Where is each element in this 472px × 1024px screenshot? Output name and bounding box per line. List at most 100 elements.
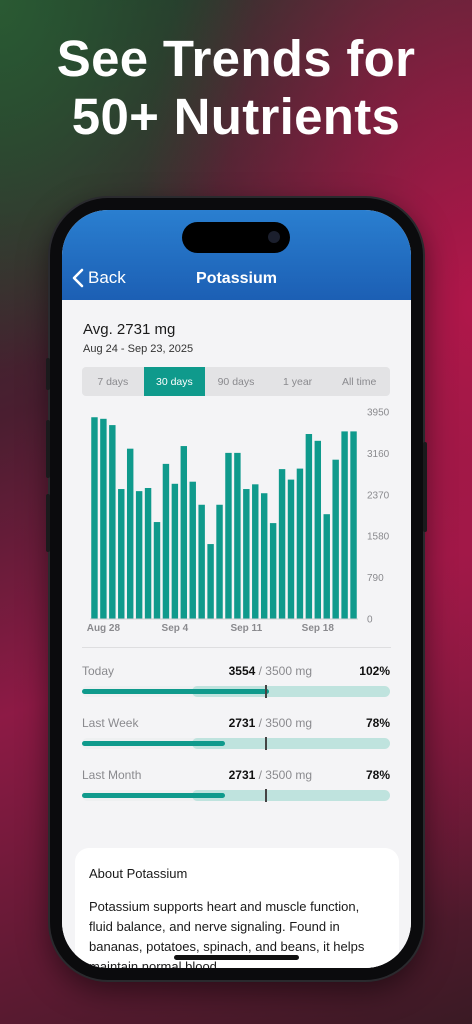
progress-label: Today: [82, 664, 115, 678]
chart-bar[interactable]: [100, 418, 107, 619]
headline-line-2: 50+ Nutrients: [71, 88, 401, 145]
progress-value: 2731 / 3500 mg: [229, 768, 312, 782]
progress-amount: 3554: [228, 664, 256, 678]
progress-track: [82, 789, 390, 802]
progress-target-marker: [265, 685, 267, 698]
y-tick-label: 2370: [367, 490, 390, 501]
x-tick-label: Aug 28: [87, 623, 121, 634]
progress-row-today: Today 3554 / 3500 mg 102%: [82, 664, 390, 704]
chart-bar[interactable]: [135, 491, 143, 619]
chart-bar[interactable]: [225, 452, 232, 619]
chart-bar[interactable]: [332, 459, 339, 619]
progress-amount: 2731: [228, 716, 256, 730]
range-tab-all-time[interactable]: All time: [341, 375, 377, 388]
volume-down-button: [46, 494, 50, 552]
chart-bar[interactable]: [296, 468, 304, 619]
progress-percent: 78%: [365, 716, 390, 730]
progress-target-marker: [265, 789, 267, 802]
chart-bar[interactable]: [234, 452, 241, 619]
chart-bar[interactable]: [180, 446, 188, 619]
progress-fill: [82, 741, 225, 746]
chart-bar[interactable]: [109, 425, 116, 619]
chart-bar[interactable]: [323, 514, 330, 619]
y-tick-label: 3950: [367, 408, 390, 419]
progress-fill: [82, 689, 269, 694]
chart-bar[interactable]: [305, 434, 313, 619]
chart-bar[interactable]: [189, 481, 196, 619]
chart-bar[interactable]: [198, 504, 205, 619]
about-title: About Potassium: [89, 866, 188, 881]
range-tab-90-days[interactable]: 90 days: [217, 375, 255, 388]
chart-bar[interactable]: [126, 448, 134, 619]
about-card: About Potassium Potassium supports heart…: [75, 848, 399, 968]
date-range: Aug 24 - Sep 23, 2025: [83, 343, 194, 355]
phone-frame: Back Potassium Avg. 2731 mg Aug 24 - Sep…: [46, 198, 427, 980]
chart-bar[interactable]: [260, 493, 268, 619]
range-tab-7-days[interactable]: 7 days: [97, 375, 129, 388]
range-selector: 7 days 30 days 90 days 1 year All time: [82, 367, 390, 396]
progress-value: 3554 / 3500 mg: [229, 664, 312, 678]
x-tick-label: Sep 4: [162, 623, 189, 634]
dynamic-island: [182, 222, 290, 253]
phone-screen: Back Potassium Avg. 2731 mg Aug 24 - Sep…: [62, 210, 411, 968]
home-indicator[interactable]: [174, 955, 299, 960]
progress-target: / 3500 mg: [255, 716, 312, 730]
progress-target-zone: [192, 790, 390, 801]
chevron-left-icon: [72, 268, 84, 288]
chart-bar[interactable]: [207, 544, 214, 619]
camera-icon: [268, 231, 280, 243]
progress-amount: 2731: [228, 768, 256, 782]
chart-bar[interactable]: [252, 484, 259, 619]
progress-label: Last Month: [82, 768, 142, 782]
progress-target: / 3500 mg: [255, 664, 312, 678]
potassium-bar-chart: 3950 3160 2370 1580 790 0 Aug 28 Sep 4 Sep 11 Sep…: [87, 408, 390, 635]
progress-track: [82, 737, 390, 750]
back-label: Back: [88, 268, 126, 287]
average-value: Avg. 2731 mg: [83, 321, 176, 338]
chart-bar[interactable]: [216, 504, 223, 619]
progress-label: Last Week: [82, 716, 139, 730]
progress-percent: 78%: [365, 768, 390, 782]
progress-target-zone: [192, 738, 390, 749]
chart-bar[interactable]: [153, 522, 161, 619]
chart-bar[interactable]: [314, 440, 322, 619]
divider: [82, 647, 391, 648]
action-button: [46, 358, 50, 390]
y-tick-label: 0: [367, 615, 373, 626]
y-tick-label: 790: [367, 573, 384, 584]
chart-bar[interactable]: [144, 487, 152, 619]
progress-row-last-month: Last Month 2731 / 3500 mg 78%: [82, 768, 390, 808]
chart-bar[interactable]: [278, 469, 286, 619]
y-tick-label: 1580: [367, 532, 390, 543]
chart-bar[interactable]: [171, 483, 179, 619]
x-tick-label: Sep 18: [302, 623, 335, 634]
nav-header: Back Potassium: [62, 210, 411, 300]
power-button: [423, 442, 427, 532]
y-tick-label: 3160: [367, 449, 390, 460]
chart-bar[interactable]: [162, 463, 170, 619]
range-tab-30-days[interactable]: 30 days: [143, 367, 206, 396]
chart-bar[interactable]: [269, 523, 277, 619]
chart-bar[interactable]: [243, 489, 250, 619]
progress-value: 2731 / 3500 mg: [229, 716, 312, 730]
chart-bar[interactable]: [350, 431, 357, 619]
main-content: Avg. 2731 mg Aug 24 - Sep 23, 2025 7 day…: [62, 300, 411, 968]
headline-line-1: See Trends for: [56, 30, 416, 87]
progress-percent: 102%: [359, 664, 390, 678]
chart-bar[interactable]: [341, 431, 348, 619]
chart-bar[interactable]: [91, 417, 98, 619]
chart-bar[interactable]: [287, 479, 295, 619]
page-title: Potassium: [196, 270, 277, 287]
chart-bar[interactable]: [118, 489, 125, 619]
headline: See Trends for 50+ Nutrients: [0, 30, 472, 146]
range-tab-1-year[interactable]: 1 year: [282, 375, 313, 388]
progress-row-last-week: Last Week 2731 / 3500 mg 78%: [82, 716, 390, 756]
volume-up-button: [46, 420, 50, 478]
progress-target-zone: [192, 686, 390, 697]
x-tick-label: Sep 11: [230, 623, 262, 634]
back-button[interactable]: Back: [72, 268, 126, 288]
progress-track: [82, 685, 390, 698]
progress-target: / 3500 mg: [255, 768, 312, 782]
progress-fill: [82, 793, 225, 798]
about-body: Potassium supports heart and muscle func…: [89, 899, 365, 968]
